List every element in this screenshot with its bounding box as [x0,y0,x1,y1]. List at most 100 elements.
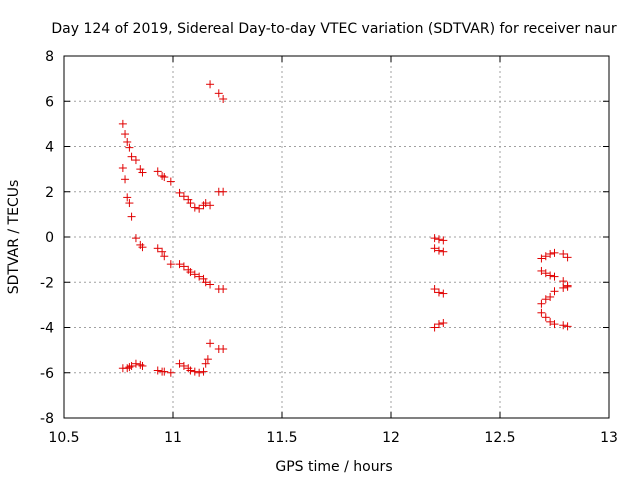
data-point [546,292,555,301]
data-point [160,173,169,182]
data-point [550,248,559,257]
data-point [559,321,568,330]
x-tick-label: 13 [600,430,618,446]
y-tick-label: -8 [40,411,54,427]
data-point [175,260,184,269]
data-point [430,244,439,253]
data-point [434,246,443,255]
data-point [190,367,199,376]
y-tick-label: -4 [40,321,54,337]
data-point [541,295,550,304]
data-point [195,272,204,281]
data-point [206,280,215,289]
data-point [439,289,448,298]
y-tick-label: 2 [45,185,54,201]
data-point [131,156,140,165]
y-tick-label: -6 [40,366,54,382]
data-point [537,254,546,263]
data-point [559,277,568,286]
data-point [179,361,188,370]
data-point [138,168,147,177]
y-tick-label: -2 [40,275,54,291]
y-tick-label: 8 [45,49,54,65]
data-point [541,313,550,322]
data-point [201,278,210,287]
data-point [219,344,228,353]
data-point [153,366,162,375]
data-point [179,262,188,271]
y-tick-label: 4 [45,140,54,156]
data-point [127,212,136,221]
data-point [138,361,147,370]
x-tick-label: 12.5 [484,430,515,446]
data-point [206,80,215,89]
data-point [201,359,210,368]
data-point [546,271,555,280]
data-point [550,320,559,329]
data-point [186,199,195,208]
data-point [131,234,140,243]
data-point [123,137,132,146]
x-axis-label: GPS time / hours [275,459,392,475]
data-point [546,317,555,326]
data-point [203,355,212,364]
data-point [125,199,134,208]
data-point [550,272,559,281]
data-point [199,367,208,376]
data-point [206,339,215,348]
data-point [201,199,210,208]
data-point [153,244,162,253]
data-point [138,243,147,252]
data-point [175,359,184,368]
data-point [127,361,136,370]
data-point [430,234,439,243]
data-point [219,285,228,294]
data-point [123,193,132,202]
data-points [118,80,572,377]
data-point [206,201,215,210]
data-point [559,249,568,258]
data-point [541,269,550,278]
data-point [537,308,546,317]
y-axis-label: SDTVAR / TECUs [6,180,22,295]
data-point [166,177,175,186]
data-point [195,204,204,213]
data-point [559,283,568,292]
data-point [546,249,555,258]
data-point [537,266,546,275]
data-point [190,270,199,279]
data-point [434,288,443,297]
data-point [175,188,184,197]
data-point [121,175,130,184]
x-tick-label: 10.5 [48,430,79,446]
data-point [541,252,550,261]
data-point [153,167,162,176]
x-tick-label: 11 [164,430,182,446]
data-point [537,299,546,308]
data-point [131,359,140,368]
data-point [434,235,443,244]
data-point [439,318,448,327]
data-point [190,203,199,212]
data-point [158,247,167,256]
data-point [219,187,228,196]
data-point [121,130,130,139]
data-point [166,368,175,377]
grid [64,56,609,418]
data-point [118,119,127,128]
data-point [186,366,195,375]
data-point [125,143,134,152]
data-point [430,285,439,294]
data-point [195,368,204,377]
data-point [160,252,169,261]
data-point [127,152,136,161]
data-point [166,260,175,269]
y-tick-label: 6 [45,94,54,110]
x-tick-label: 11.5 [266,430,297,446]
plot-frame [63,55,610,419]
data-point [563,253,572,262]
data-point [563,282,572,291]
data-point [430,323,439,332]
